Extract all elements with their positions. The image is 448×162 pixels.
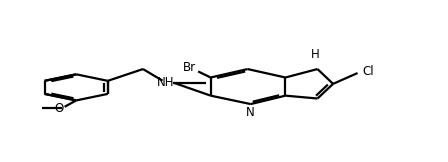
Text: NH: NH xyxy=(157,76,175,89)
Text: N: N xyxy=(246,106,255,119)
Text: Cl: Cl xyxy=(362,65,374,78)
Text: Br: Br xyxy=(183,61,196,75)
Text: H: H xyxy=(311,48,319,61)
Text: O: O xyxy=(55,102,64,115)
